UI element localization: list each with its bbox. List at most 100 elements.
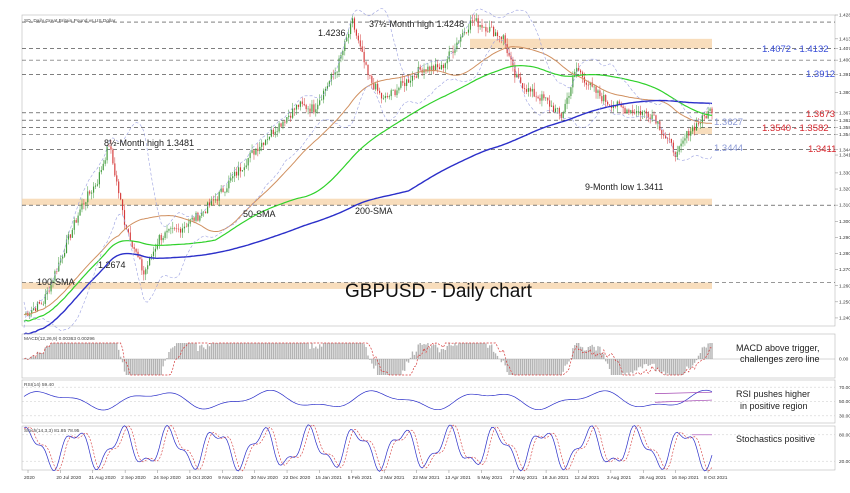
- candle: [297, 104, 300, 107]
- candle: [634, 112, 636, 114]
- candle: [666, 138, 669, 139]
- date-axis: 2020 20 Jul 2020 31 Aug 2020 2 Sep 2020 24 S…: [24, 470, 728, 481]
- candle: [375, 83, 377, 90]
- candle: [255, 148, 257, 155]
- candle: [639, 111, 642, 115]
- candle: [525, 89, 528, 92]
- candle: [40, 303, 42, 305]
- annotation-label: 200-SMA: [355, 206, 393, 216]
- candle: [116, 175, 118, 182]
- y-tick-label: 1.2600: [839, 283, 850, 289]
- candle: [131, 241, 133, 248]
- candle: [348, 34, 350, 38]
- candle: [355, 29, 357, 36]
- x-tick-label: 2 Sep 2020: [121, 475, 146, 481]
- chart-header: SD, Daily Great Britain Pound vs US Doll…: [24, 18, 116, 24]
- candle: [259, 146, 261, 152]
- stoch-pane-frame: [21, 425, 836, 471]
- candle: [554, 108, 557, 113]
- candle: [458, 41, 460, 43]
- candle: [207, 202, 209, 214]
- candle: [365, 62, 367, 65]
- candle: [145, 269, 147, 275]
- candle: [141, 259, 143, 271]
- candle: [236, 171, 238, 176]
- x-tick-label: 13 Apr 2021: [445, 475, 471, 481]
- macd-tick-label: 0.00: [839, 357, 849, 363]
- y-tick-label: 1.3300: [839, 171, 850, 177]
- candle: [220, 188, 222, 192]
- candle: [527, 88, 529, 92]
- candle: [390, 90, 392, 97]
- macd-header: MACD(12,26,9) 0.00363 0.00296: [24, 336, 95, 342]
- candle: [363, 51, 365, 63]
- candle: [411, 75, 414, 81]
- candle: [539, 98, 541, 101]
- candle: [485, 27, 487, 32]
- candle: [69, 234, 71, 238]
- candle: [216, 199, 218, 201]
- candle: [243, 167, 245, 171]
- stoch-header: Stoch(14,3,3) 81.85 78.95: [24, 428, 80, 434]
- candle: [436, 64, 439, 68]
- candle: [446, 59, 448, 64]
- candle: [73, 220, 75, 230]
- candle: [164, 232, 166, 238]
- annotation-label: 100-SMA: [37, 277, 75, 287]
- annotation-label: 50-SMA: [243, 209, 276, 219]
- candle: [187, 223, 189, 227]
- candle: [637, 111, 640, 112]
- candle: [154, 248, 156, 252]
- candle: [400, 81, 402, 88]
- rsi-line: [23, 389, 713, 411]
- candle: [566, 97, 568, 104]
- candle: [479, 24, 481, 27]
- candle: [46, 290, 48, 295]
- zone-band: [470, 38, 712, 49]
- candle: [612, 105, 615, 108]
- candle: [75, 220, 77, 223]
- candle: [224, 192, 226, 193]
- candle: [622, 106, 624, 109]
- candle: [382, 97, 385, 99]
- rsi-note-2: in positive region: [740, 401, 808, 411]
- candle: [570, 87, 572, 96]
- candle: [585, 82, 587, 85]
- sma-200-line: [23, 99, 713, 335]
- candle: [448, 51, 450, 60]
- candle: [620, 103, 622, 107]
- candle: [321, 99, 323, 101]
- y-tick-label: 1.2900: [839, 235, 850, 241]
- candle: [264, 140, 267, 145]
- candle: [533, 88, 535, 97]
- x-tick-label: 30 Nov 2020: [251, 475, 279, 481]
- candle: [444, 63, 446, 69]
- candle: [398, 87, 400, 91]
- candle: [699, 123, 701, 125]
- candle: [218, 191, 220, 201]
- candle: [705, 116, 707, 119]
- candle: [572, 77, 574, 88]
- candle: [493, 26, 495, 37]
- candle: [502, 35, 504, 39]
- candle: [701, 114, 703, 124]
- candle: [226, 188, 228, 193]
- resistance-zones: [22, 38, 712, 289]
- candle: [228, 180, 230, 189]
- candle: [245, 165, 247, 168]
- candle: [520, 77, 522, 84]
- candle: [504, 35, 506, 45]
- candle: [266, 139, 269, 141]
- candle: [636, 111, 638, 114]
- candle: [614, 105, 616, 107]
- candle: [465, 32, 468, 33]
- candle: [328, 81, 330, 87]
- candle: [56, 271, 58, 272]
- candle: [668, 138, 671, 140]
- candle: [663, 133, 665, 136]
- candle: [54, 271, 56, 281]
- candle: [121, 199, 124, 211]
- candle: [268, 136, 271, 140]
- candle: [369, 74, 371, 77]
- x-tick-label: 27 May 2021: [510, 475, 538, 481]
